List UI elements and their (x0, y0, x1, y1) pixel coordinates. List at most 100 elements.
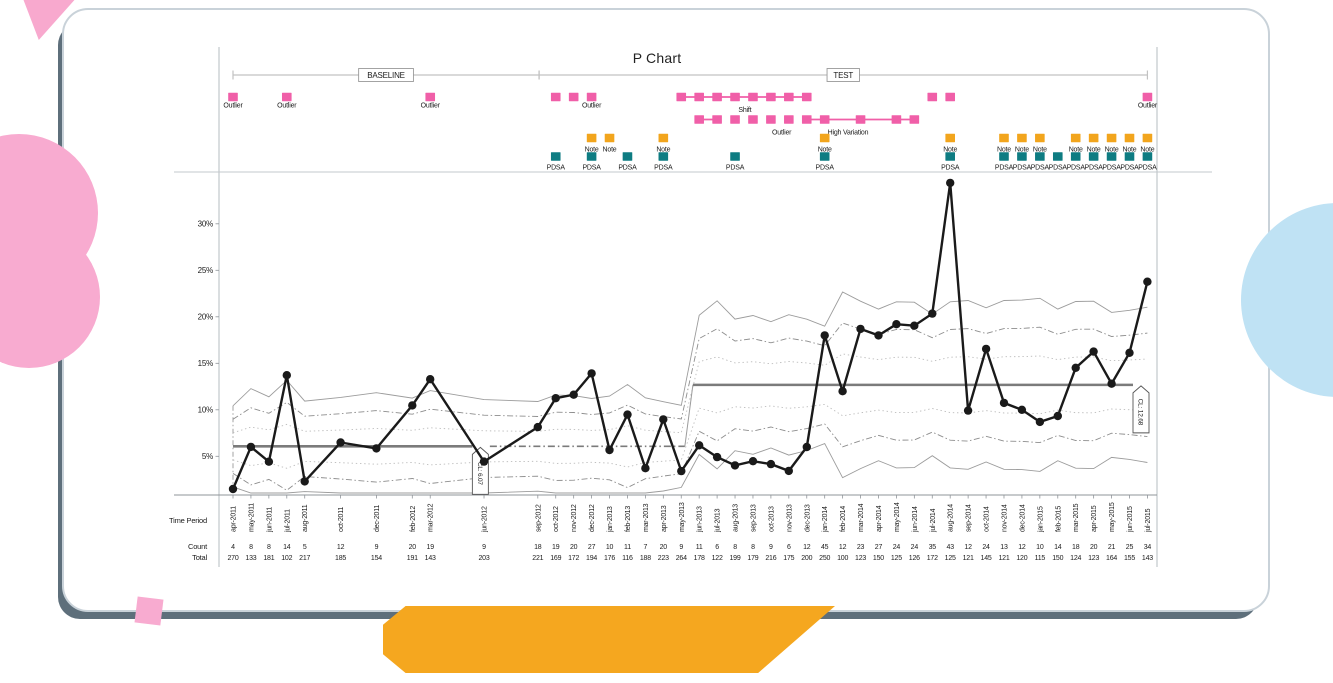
signal-row-2-marker[interactable] (855, 115, 866, 124)
pdsa-row-marker[interactable] (586, 152, 597, 161)
signal-row-1-marker[interactable] (945, 92, 955, 102)
pdsa-row-marker[interactable] (1035, 152, 1045, 161)
data-point[interactable] (408, 401, 417, 410)
signal-row-1-marker[interactable] (550, 92, 561, 102)
note-row-marker[interactable] (1142, 133, 1153, 143)
pdsa-row-marker[interactable] (1070, 152, 1081, 161)
pdsa-row-marker[interactable] (945, 152, 955, 161)
data-point[interactable] (784, 466, 793, 476)
data-point[interactable] (1071, 363, 1080, 372)
pdsa-row-marker[interactable] (730, 152, 740, 161)
note-row-marker[interactable] (945, 133, 955, 143)
data-point[interactable] (569, 390, 578, 399)
note-row-marker[interactable] (658, 133, 669, 143)
pdsa-row-marker[interactable] (1106, 152, 1117, 161)
data-point[interactable] (910, 321, 919, 330)
signal-row-1-marker[interactable] (694, 92, 704, 102)
data-point[interactable] (1017, 405, 1027, 414)
note-row-marker[interactable] (999, 133, 1009, 143)
signal-row-1-marker[interactable] (801, 92, 812, 102)
signal-row-2-marker[interactable] (712, 115, 722, 124)
signal-row-1-marker[interactable] (228, 92, 238, 102)
signal-row-2-marker[interactable] (766, 115, 776, 124)
data-point[interactable] (282, 371, 291, 380)
data-point[interactable] (372, 444, 381, 453)
pdsa-row-marker[interactable] (550, 152, 561, 161)
signal-row-2-marker[interactable] (819, 115, 830, 124)
note-row-marker[interactable] (1106, 133, 1117, 143)
data-point[interactable] (730, 461, 740, 470)
signal-row-1-marker[interactable] (676, 92, 687, 102)
data-point[interactable] (820, 331, 829, 340)
data-point[interactable] (426, 375, 435, 384)
data-point[interactable] (999, 398, 1009, 408)
note-row-marker[interactable] (1124, 133, 1135, 143)
signal-row-1-marker[interactable] (766, 92, 776, 102)
signal-row-1-marker[interactable] (784, 92, 794, 102)
pdsa-row-marker[interactable] (1017, 152, 1027, 161)
signal-row-1-marker[interactable] (425, 92, 436, 102)
data-point[interactable] (748, 457, 758, 466)
data-point[interactable] (946, 178, 955, 188)
signal-row-2-marker[interactable] (891, 115, 902, 124)
data-point[interactable] (874, 331, 883, 340)
data-point[interactable] (1125, 348, 1134, 357)
data-point[interactable] (766, 459, 776, 469)
data-point[interactable] (928, 309, 937, 318)
signal-row-2-marker[interactable] (748, 115, 758, 124)
signal-row-1-marker[interactable] (568, 92, 579, 102)
note-row-marker[interactable] (819, 133, 830, 143)
data-point[interactable] (677, 466, 686, 476)
data-point[interactable] (605, 445, 614, 455)
data-point[interactable] (963, 406, 973, 415)
data-point[interactable] (802, 442, 811, 452)
pdsa-row-marker[interactable] (999, 152, 1009, 161)
data-point[interactable] (856, 324, 865, 334)
data-point[interactable] (1035, 417, 1045, 427)
pdsa-row-marker[interactable] (1088, 152, 1099, 161)
signal-row-2-marker[interactable] (909, 115, 920, 124)
signal-row-2-marker[interactable] (694, 115, 704, 124)
data-point[interactable] (228, 484, 238, 494)
pdsa-row-marker[interactable] (658, 152, 669, 161)
data-point[interactable] (1089, 347, 1098, 356)
signal-row-2-marker[interactable] (784, 115, 794, 124)
note-row-marker[interactable] (1070, 133, 1081, 143)
signal-row-1-marker[interactable] (748, 92, 758, 102)
data-point[interactable] (623, 410, 632, 419)
data-point[interactable] (659, 415, 668, 424)
data-point[interactable] (264, 457, 274, 466)
note-row-marker[interactable] (1035, 133, 1045, 143)
data-point[interactable] (838, 387, 847, 396)
pdsa-row-marker[interactable] (1124, 152, 1135, 161)
data-point[interactable] (479, 457, 489, 466)
data-point[interactable] (1107, 379, 1116, 388)
data-point[interactable] (300, 477, 309, 486)
signal-row-2-marker[interactable] (730, 115, 740, 124)
pdsa-row-marker[interactable] (622, 152, 633, 161)
signal-row-1-marker[interactable] (586, 92, 597, 102)
signal-row-1-marker[interactable] (281, 92, 292, 102)
note-row-marker[interactable] (1088, 133, 1099, 143)
note-row-marker[interactable] (586, 133, 597, 143)
data-point[interactable] (981, 344, 991, 354)
data-point[interactable] (533, 422, 542, 432)
signal-row-2-marker[interactable] (801, 115, 812, 124)
signal-row-1-marker[interactable] (1142, 92, 1153, 102)
pdsa-row-marker[interactable] (1052, 152, 1063, 161)
data-point[interactable] (695, 441, 704, 450)
data-point[interactable] (246, 442, 256, 452)
data-point[interactable] (336, 438, 345, 447)
note-row-marker[interactable] (604, 133, 615, 143)
note-row-marker[interactable] (1017, 133, 1027, 143)
signal-row-1-marker[interactable] (730, 92, 740, 102)
data-point[interactable] (587, 369, 596, 378)
data-point[interactable] (712, 452, 722, 462)
pdsa-row-marker[interactable] (819, 152, 830, 161)
data-point[interactable] (641, 464, 650, 473)
signal-row-1-marker[interactable] (927, 92, 938, 102)
data-point[interactable] (1143, 277, 1152, 286)
data-point[interactable] (551, 394, 560, 403)
data-point[interactable] (892, 320, 901, 329)
pdsa-row-marker[interactable] (1142, 152, 1153, 161)
